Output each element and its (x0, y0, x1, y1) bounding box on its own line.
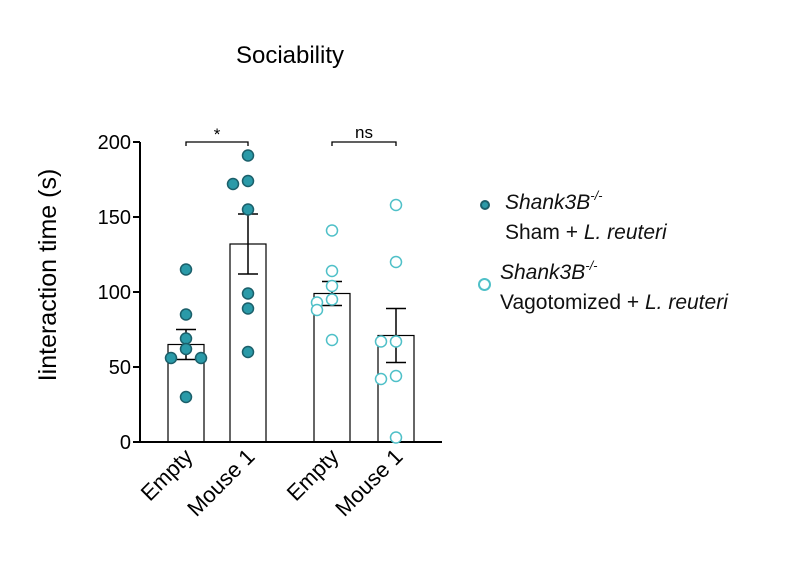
legend-genotype: Shank3B (500, 261, 586, 284)
data-point-filled (241, 302, 255, 315)
y-tick-label: 50 (109, 357, 131, 379)
x-category-label: Mouse 1 (182, 444, 259, 521)
data-point-filled (179, 390, 193, 404)
legend-plus: + (565, 221, 578, 244)
data-point-open (325, 224, 339, 237)
data-point-open (325, 293, 339, 306)
data-point-filled (241, 174, 255, 188)
legend-entry-sham: Shank3B-/- Sham + L. reuteri (480, 188, 667, 248)
data-point-open (310, 303, 324, 317)
data-point-filled (179, 332, 193, 345)
data-point-open (389, 431, 403, 444)
significance-bracket (185, 141, 249, 146)
y-tick-label: 0 (120, 432, 131, 454)
chart-title: Sociability (236, 42, 344, 69)
data-point-open (389, 255, 403, 269)
legend-bacterium: L. reuteri (644, 291, 728, 314)
data-point-filled (241, 149, 255, 162)
legend-marker-filled-icon (480, 200, 490, 210)
data-point-open (389, 198, 403, 212)
data-point-filled (164, 351, 178, 365)
data-point-open (325, 333, 339, 347)
x-category-label: Mouse 1 (330, 444, 407, 521)
data-point-open (374, 372, 388, 386)
legend-genotype: Shank3B (505, 191, 591, 214)
y-axis-label: Iinteraction time (s) (34, 169, 62, 382)
legend-entry-vagotomized: Shank3B-/- Vagotomized + L. reuteri (478, 258, 728, 318)
data-point-filled (241, 203, 255, 216)
data-point-open (325, 279, 339, 293)
y-tick-label: 200 (98, 132, 131, 154)
legend-superscript: -/- (590, 188, 603, 203)
legend-superscript: -/- (585, 258, 598, 273)
bar (229, 243, 267, 443)
data-point-open (389, 369, 403, 383)
legend-bacterium: L. reuteri (583, 221, 667, 244)
data-point-filled (226, 177, 240, 191)
data-point-open (325, 264, 339, 278)
legend-plus: + (626, 291, 640, 314)
data-point-open (374, 335, 388, 348)
significance-bracket (331, 141, 397, 146)
data-point-filled (179, 342, 193, 356)
significance-label: * (214, 125, 221, 144)
bar (313, 292, 351, 443)
data-point-filled (179, 308, 193, 321)
significance-label: ns (355, 123, 373, 142)
legend-prefix: Sham (505, 221, 560, 244)
x-category-label: Empty (282, 444, 344, 506)
data-point-filled (194, 351, 208, 365)
data-point-filled (241, 345, 255, 359)
data-point-filled (241, 287, 255, 300)
y-tick-label: 100 (98, 282, 131, 304)
legend-prefix: Vagotomized (500, 291, 622, 314)
y-tick-label: 150 (98, 207, 131, 229)
legend-marker-open-icon (478, 278, 491, 291)
data-point-open (389, 335, 403, 348)
data-point-filled (179, 263, 193, 276)
